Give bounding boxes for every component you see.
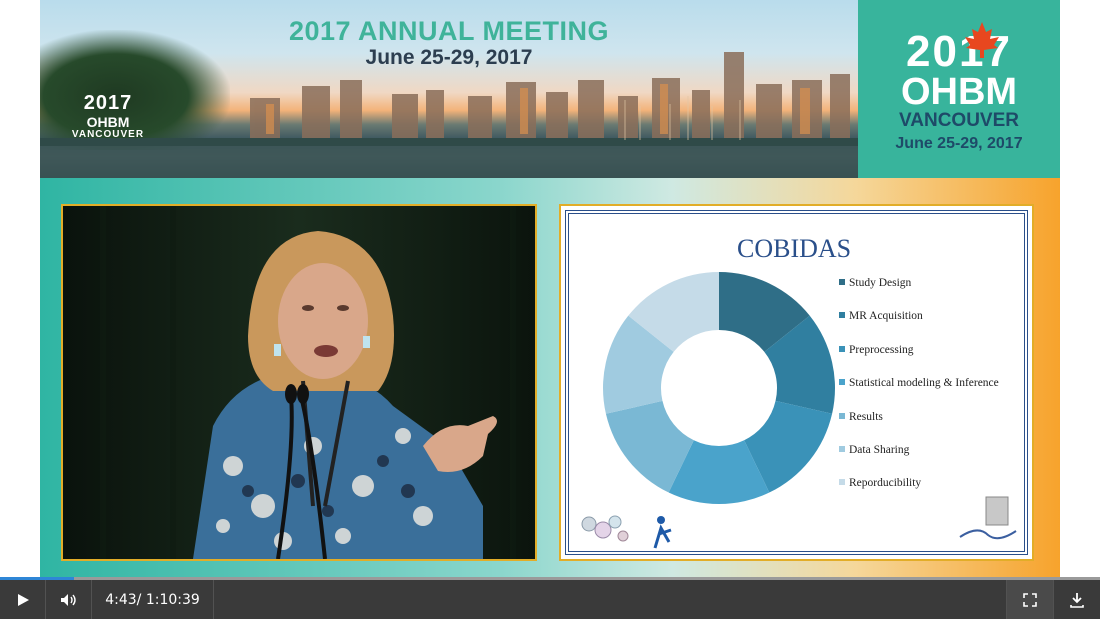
legend-item: MR Acquisition [839,310,999,343]
slide-title: COBIDAS [737,234,852,263]
logo-name: OHBM [900,71,1018,113]
chart-legend: Study Design MR Acquisition Preprocessing S… [839,277,999,511]
legend-item: Data Sharing [839,444,999,477]
legend-swatch [839,479,845,486]
donut-slice-0 [719,272,810,352]
legend-item: Results [839,411,999,444]
donut-slice-3 [668,440,770,504]
legend-label: MR Acquisition [849,310,923,323]
download-button[interactable] [1053,580,1100,619]
legend-item: Study Design [839,277,999,310]
slide-border: COBIDAS Study Design MR Acquisition Prepro… [565,210,1028,555]
donut-chart [603,272,835,504]
presentation-slide: COBIDAS Study Design MR Acquisition Prepro… [559,204,1034,561]
legend-label: Study Design [849,277,912,289]
progress-fill [0,577,74,580]
donut-slice-4 [605,400,694,493]
speaker-silhouette [63,206,535,559]
player-controls: 4:43/ 1:10:39 [0,580,1100,619]
conference-banner: 2017 ANNUAL MEETING June 25-29, 2017 201… [40,0,1060,178]
donut-slice-5 [603,315,674,414]
slide-logos [581,515,672,549]
legend-label: Statistical modeling & Inference [849,377,999,390]
legend-swatch [839,445,845,452]
ohbm-logo-panel: 2017 OHBM VANCOUVER June 25-29, 2017 [858,0,1060,178]
generation-logo-icon [657,516,665,524]
legend-swatch [839,345,845,352]
logo-dates: June 25-29, 2017 [895,135,1023,152]
corner-logo [959,496,1017,540]
legend-item: Reporducibility [839,477,999,510]
donut-slice-6 [628,272,719,352]
skyline-graphic [40,52,858,178]
legend-swatch [839,279,845,285]
small-logo-name: OHBM [86,114,130,130]
vancouver-skyline-photo: 2017 ANNUAL MEETING June 25-29, 2017 201… [40,0,858,178]
banner-title: 2017 ANNUAL MEETING [288,16,610,46]
legend-swatch [839,379,845,386]
play-button[interactable] [0,580,46,619]
total-duration: / 1:10:39 [136,591,200,608]
speaker-video [61,204,537,561]
legend-label: Results [849,410,883,423]
maple-leaf-icon [965,22,999,58]
fullscreen-button[interactable] [1006,580,1053,619]
small-logo-city: VANCOUVER [71,129,145,140]
logo-year: 2017 [906,27,1012,76]
legend-item: Statistical modeling & Inference [839,377,999,410]
current-time: 4:43 [105,591,137,608]
fullscreen-icon [1023,592,1037,607]
play-icon [17,593,29,606]
legend-label: Preprocessing [849,343,914,356]
donut-slice-1 [764,315,835,414]
time-display: 4:43/ 1:10:39 [92,580,214,619]
legend-label: Reporducibility [849,477,922,490]
logo-city: VANCOUVER [899,110,1019,131]
download-icon [1070,592,1084,608]
legend-swatch [839,412,845,419]
banner-dates: June 25-29, 2017 [365,46,533,69]
small-logo-year: 2017 [83,92,133,114]
volume-button[interactable] [46,580,92,619]
trees-silhouette [40,30,230,150]
small-ohbm-logo: 2017 OHBM VANCOUVER [68,92,148,141]
video-frame[interactable]: 2017 ANNUAL MEETING June 25-29, 2017 201… [40,0,1060,577]
legend-label: Data Sharing [849,443,910,456]
legend-item: Preprocessing [839,344,999,377]
progress-bar[interactable] [0,577,1100,580]
donut-slice-2 [744,400,833,493]
volume-icon [60,593,76,606]
legend-swatch [839,312,845,319]
